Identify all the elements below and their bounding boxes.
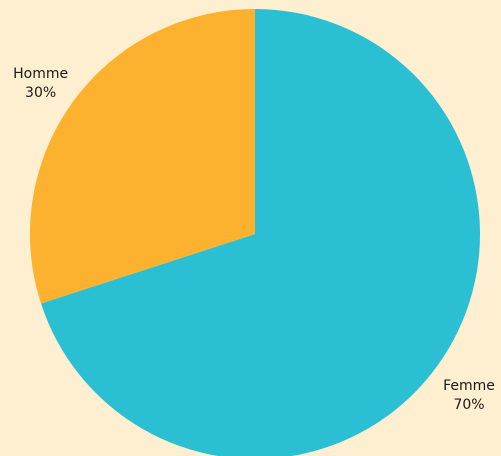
pie-slice-femme <box>41 9 480 456</box>
pie-slice-homme <box>29 9 256 304</box>
slice-percent-homme: 30% <box>25 85 56 101</box>
slice-percent-femme: 70% <box>453 397 484 413</box>
slice-label-homme: Homme <box>13 66 68 82</box>
slice-label-femme: Femme <box>443 378 495 394</box>
